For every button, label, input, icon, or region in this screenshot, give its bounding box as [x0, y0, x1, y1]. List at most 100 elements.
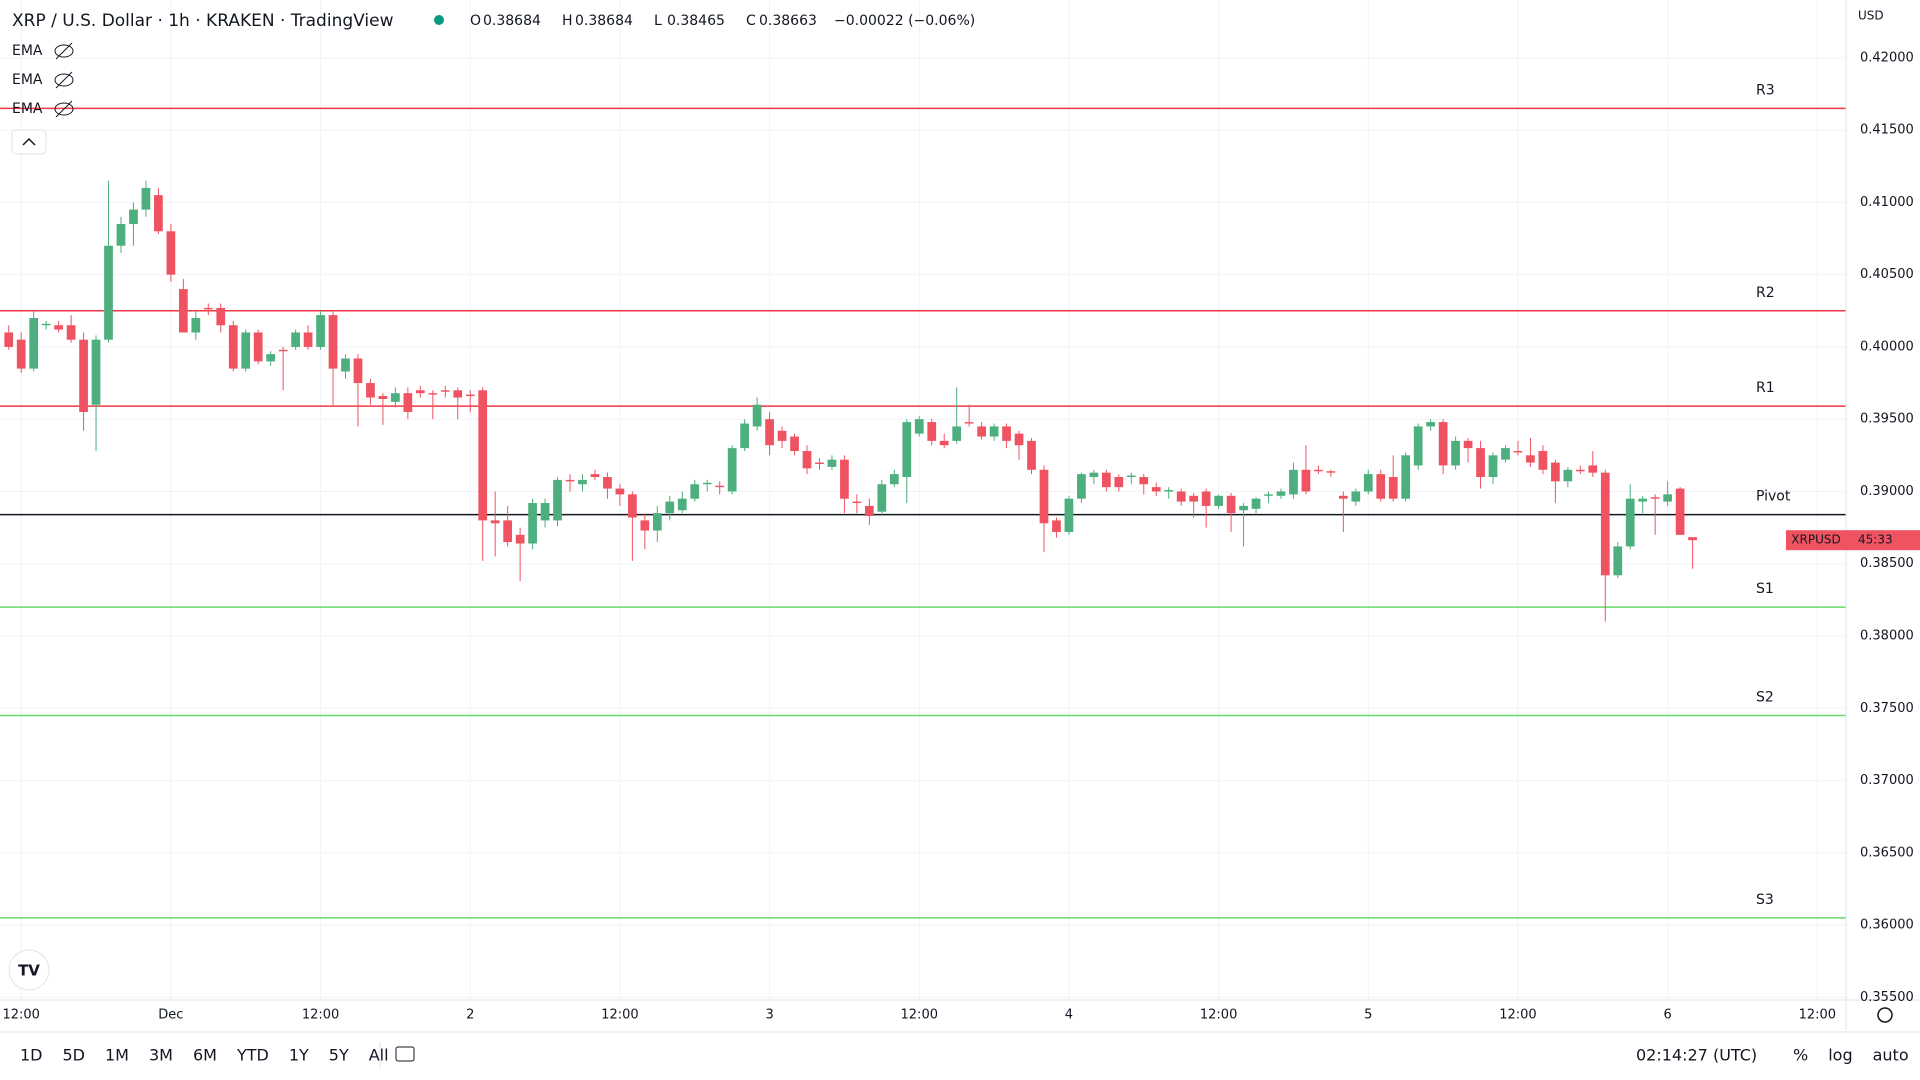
indicator[interactable]: EMA: [12, 72, 43, 88]
candle-body: [877, 484, 887, 512]
indicator[interactable]: EMA: [12, 43, 43, 59]
candle-body: [1289, 469, 1298, 495]
candle-body: [391, 393, 400, 402]
range-button[interactable]: 5D: [63, 1046, 86, 1065]
ohlc-label: C: [746, 13, 756, 29]
change: −0.00022 (−0.06%): [834, 13, 975, 29]
range-button[interactable]: 1M: [105, 1046, 129, 1065]
candle-body: [914, 419, 924, 434]
ohlc-label: O: [470, 13, 481, 29]
candle-body: [1688, 537, 1697, 541]
x-tick-label: 12:00: [601, 1008, 638, 1023]
candle-body: [303, 332, 313, 347]
hidden-icon[interactable]: [54, 73, 74, 87]
tv-logo[interactable]: [8, 949, 50, 991]
candle-body: [815, 462, 824, 465]
candle-body: [1338, 495, 1348, 499]
candle-body: [1002, 426, 1011, 441]
candle-body: [578, 479, 587, 485]
candle-body: [590, 474, 600, 478]
collapse-button[interactable]: [11, 129, 47, 155]
candle-body: [802, 450, 812, 469]
candle-body: [715, 485, 725, 488]
candle-body: [54, 325, 63, 330]
candle-body: [353, 358, 363, 384]
indicator[interactable]: EMA: [12, 101, 43, 117]
candle-body: [765, 419, 774, 446]
candle-body: [1476, 448, 1485, 478]
range-button[interactable]: All: [369, 1046, 389, 1065]
settings-icon[interactable]: [1877, 1007, 1893, 1023]
candle-body: [1526, 455, 1535, 463]
candle-body: [116, 224, 126, 246]
candle-body: [1077, 474, 1086, 499]
currency[interactable]: USD: [1858, 9, 1884, 23]
range-button[interactable]: 1D: [20, 1046, 43, 1065]
candle-body: [366, 383, 375, 398]
hidden-icon[interactable]: [54, 44, 74, 58]
range-button[interactable]: YTD: [236, 1046, 269, 1065]
candle-body: [989, 426, 999, 437]
axis-option[interactable]: %: [1793, 1046, 1808, 1065]
symbol-tag: XRPUSD: [1791, 533, 1840, 547]
date-range-icon[interactable]: [395, 1046, 415, 1062]
candle-body: [1501, 448, 1510, 460]
hidden-icon[interactable]: [54, 102, 74, 116]
candle-body: [79, 339, 88, 412]
candle-body: [1201, 491, 1211, 506]
symbol-title: XRP / U.S. Dollar · 1h · KRAKEN · Tradin…: [12, 11, 394, 31]
candle-body: [91, 339, 101, 405]
range-button[interactable]: 1Y: [289, 1046, 309, 1065]
axis-option[interactable]: log: [1828, 1046, 1852, 1065]
x-tick-label: 12:00: [1200, 1008, 1237, 1023]
range-button[interactable]: 5Y: [329, 1046, 349, 1065]
x-tick-label: 12:00: [901, 1008, 938, 1023]
market-status: [434, 15, 444, 25]
ohlc-value: 0.38684: [483, 13, 541, 29]
ohlc-value: 0.38663: [759, 13, 817, 29]
candle-body: [16, 339, 26, 369]
y-tick-label: 0.41000: [1860, 195, 1914, 210]
candle-body: [1176, 491, 1186, 502]
candle-body: [291, 332, 300, 347]
candle-body: [515, 534, 525, 544]
candle-body: [528, 503, 537, 544]
hidden-slash: [55, 100, 73, 118]
candle-body: [1650, 497, 1660, 499]
candle-body: [166, 231, 176, 275]
range-button[interactable]: 3M: [149, 1046, 173, 1065]
candle-body: [203, 307, 213, 310]
candle-body: [1139, 477, 1149, 485]
candle-body: [1239, 505, 1248, 511]
candle-body: [1226, 495, 1236, 514]
x-tick-label: 6: [1663, 1008, 1671, 1023]
candle-body: [927, 422, 937, 441]
candle-body: [752, 404, 762, 427]
hidden-slash: [55, 42, 73, 60]
candle-body: [29, 318, 39, 369]
y-tick-label: 0.36000: [1860, 918, 1914, 933]
candle-body: [478, 390, 488, 521]
candle-body: [640, 520, 650, 531]
y-tick-label: 0.40500: [1860, 267, 1914, 282]
axis-option[interactable]: auto: [1873, 1046, 1909, 1065]
candle-body: [154, 195, 163, 232]
y-tick-label: 0.39500: [1860, 412, 1914, 427]
candle-body: [1538, 450, 1548, 470]
candle-body: [378, 396, 388, 399]
x-tick-label: 5: [1364, 1008, 1372, 1023]
candle-body: [1588, 465, 1598, 473]
candle-body: [66, 325, 76, 340]
candle-body: [1052, 520, 1061, 532]
candle-body: [565, 479, 575, 482]
candle-body: [328, 315, 338, 369]
candle-body: [977, 426, 986, 437]
candle-body: [228, 325, 238, 369]
range-button[interactable]: 6M: [193, 1046, 217, 1065]
x-tick-label: 4: [1065, 1008, 1073, 1023]
candle-body: [603, 477, 612, 489]
pivot-label: Pivot: [1756, 489, 1791, 505]
candle-body: [827, 459, 837, 467]
candle-body: [652, 513, 662, 531]
